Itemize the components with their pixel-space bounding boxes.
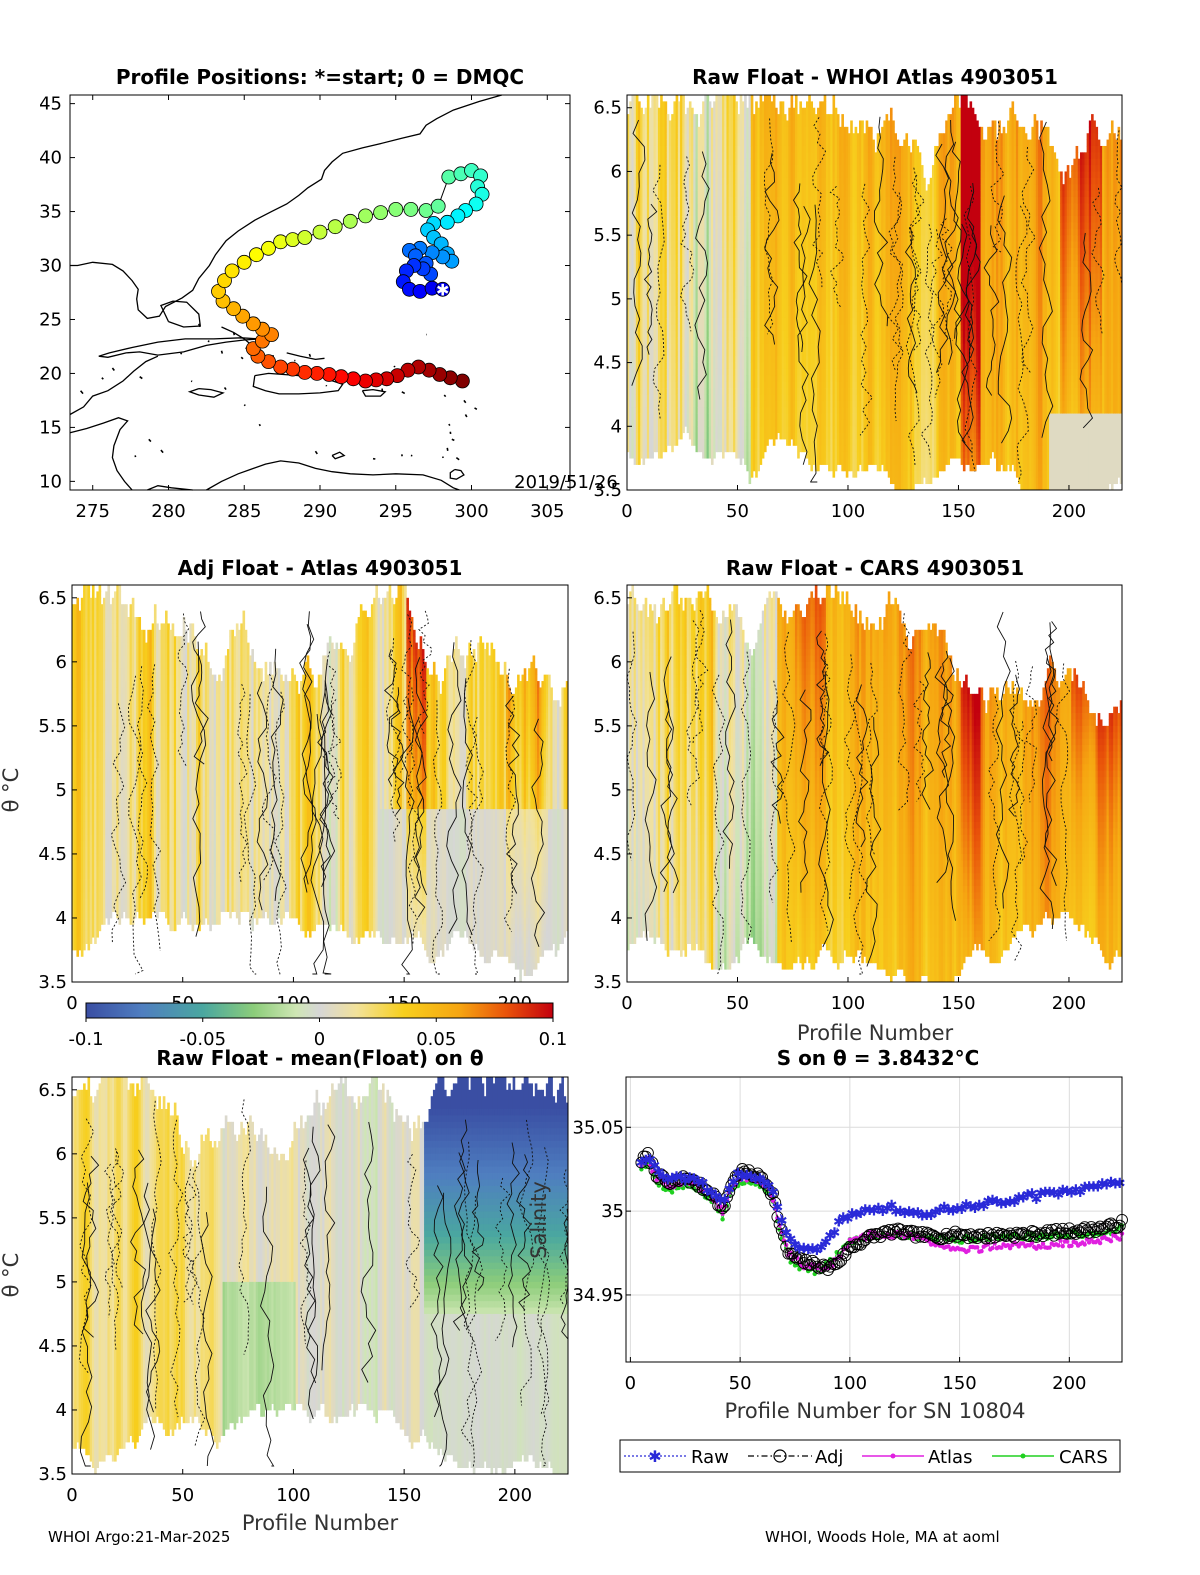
profile-marker [359, 374, 373, 388]
island-speck [315, 451, 317, 454]
island-speck [81, 391, 83, 394]
profile-marker [359, 209, 373, 223]
island-speck [447, 448, 448, 451]
map-ytick-label: 25 [39, 309, 62, 330]
profile-marker [274, 235, 288, 249]
profile-marker [346, 372, 360, 386]
profile-marker [237, 255, 251, 269]
island-speck [181, 353, 182, 354]
heatmap-cell [665, 445, 668, 452]
island-speck [394, 366, 395, 367]
profile-marker [286, 233, 300, 247]
coastline-segment [70, 356, 158, 414]
map-title: Profile Positions: *=start; 0 = DMQC [116, 65, 524, 89]
map-ytick-label: 35 [39, 202, 62, 223]
island-speck [161, 450, 163, 453]
island-speck [191, 381, 192, 382]
heatmap-cell [660, 452, 663, 459]
raw-whoi-cells [627, 95, 1122, 490]
island-speck [234, 332, 235, 335]
map-xtick-label: 275 [76, 501, 110, 522]
heatmap-cell [671, 445, 674, 452]
heatmap-cell [638, 458, 641, 465]
coastline-segment [332, 452, 344, 459]
coastline-segment [70, 418, 132, 490]
island-speck [241, 357, 243, 359]
coastline-segment [287, 353, 325, 360]
profile-marker [298, 231, 312, 245]
island-speck [244, 405, 245, 406]
island-speck [326, 385, 327, 386]
heatmap-cell [642, 458, 645, 465]
island-speck [102, 378, 104, 379]
coastline-segment [450, 470, 464, 480]
map-xtick-label: 290 [303, 501, 337, 522]
coastline-segment [161, 301, 200, 327]
island-speck [149, 439, 151, 441]
map-panel: Profile Positions: *=start; 0 = DMQC ✱ 2… [39, 65, 618, 522]
map-xtick-label: 295 [379, 501, 413, 522]
heatmap-raw-whoi: Raw Float - WHOI Atlas 4903051 0 50 100 150… [593, 65, 1122, 522]
island-speck [309, 354, 310, 357]
island-speck [464, 400, 466, 402]
map-ytick-label: 30 [39, 256, 62, 277]
map-xtick-label: 305 [530, 501, 564, 522]
profile-marker [440, 215, 454, 229]
island-speck [475, 408, 477, 409]
map-xtick-label: 280 [151, 501, 185, 522]
island-speck [140, 377, 143, 379]
profile-marker [389, 202, 403, 216]
heatmap-cell [656, 101, 659, 108]
island-speck [449, 424, 450, 425]
island-speck [225, 387, 227, 389]
map-xtick-label: 300 [454, 501, 488, 522]
profile-marker [343, 214, 357, 228]
coastline-segment [190, 389, 223, 398]
map-xtick-label: 285 [227, 501, 261, 522]
heatmap-cell [647, 95, 650, 102]
island-speck [465, 414, 466, 417]
map-ytick-label: 15 [39, 417, 62, 438]
island-speck [452, 439, 455, 440]
coastline-segment [99, 338, 260, 358]
figure: Profile Positions: *=start; 0 = DMQC ✱ 2… [0, 0, 1200, 1575]
profile-marker [225, 264, 239, 278]
profile-marker [334, 370, 348, 384]
island-speck [444, 395, 445, 397]
heatmap-cell [676, 95, 679, 102]
heatmap-cell [665, 101, 668, 114]
island-speck [222, 351, 223, 354]
raw-whoi-title: Raw Float - WHOI Atlas 4903051 [692, 65, 1058, 89]
map-ytick-label: 45 [39, 94, 62, 115]
float-track: ✱ [212, 164, 490, 389]
island-speck [456, 458, 459, 460]
profile-marker [286, 362, 300, 376]
start-star-icon: ✱ [436, 280, 449, 299]
coastline-segment [147, 486, 192, 490]
island-speck [402, 392, 405, 394]
map-axes-box [70, 95, 570, 490]
heatmap-cell [647, 101, 650, 108]
heatmap-cell [640, 108, 643, 115]
island-speck [112, 368, 114, 371]
map-ytick-label: 40 [39, 148, 62, 169]
island-speck [259, 424, 260, 426]
map-ytick-label: 10 [39, 471, 62, 492]
heatmap-cell [656, 95, 659, 102]
map-ytick-label: 20 [39, 363, 62, 384]
profile-marker [374, 206, 388, 220]
profile-marker [313, 225, 327, 239]
profile-marker [328, 220, 342, 234]
island-speck [208, 341, 210, 342]
profile-marker [404, 202, 418, 216]
heatmap-cell [667, 114, 670, 121]
profile-marker [431, 199, 445, 213]
map-ticks: 275 280 285 290 295 300 305 10 15 20 25 30 35 40 45 [39, 94, 570, 522]
island-speck [199, 324, 200, 327]
heatmap-cell [651, 452, 654, 459]
